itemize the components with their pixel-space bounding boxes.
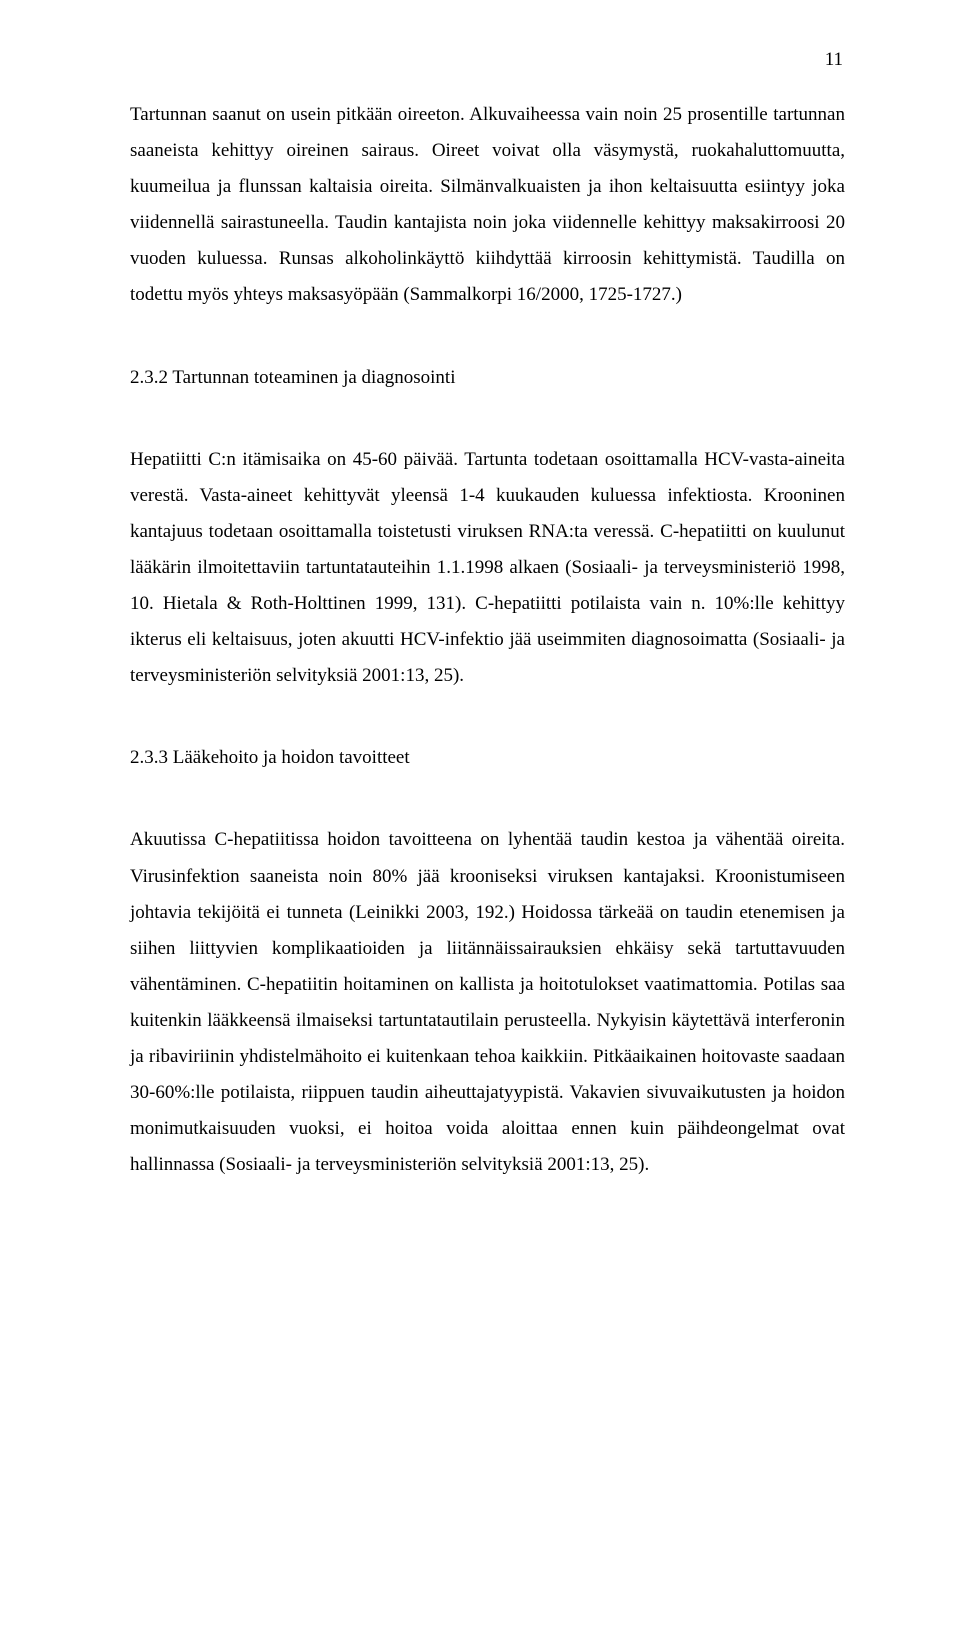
section-heading-2-3-2: 2.3.2 Tartunnan toteaminen ja diagnosoin… [130,360,845,396]
paragraph-diagnosis: Hepatiitti C:n itämisaika on 45-60 päivä… [130,442,845,695]
paragraph-intro: Tartunnan saanut on usein pitkään oireet… [130,97,845,314]
paragraph-treatment: Akuutissa C-hepatiitissa hoidon tavoitte… [130,822,845,1183]
section-heading-2-3-3: 2.3.3 Lääkehoito ja hoidon tavoitteet [130,740,845,776]
page-number: 11 [130,50,845,69]
